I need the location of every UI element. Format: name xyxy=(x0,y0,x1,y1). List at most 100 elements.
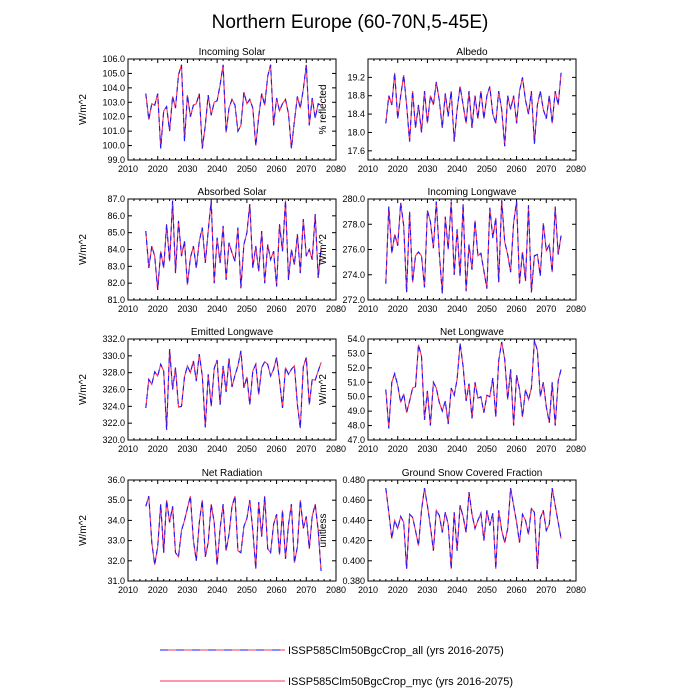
x-tick-label: 2050 xyxy=(477,444,497,454)
x-tick-label: 2040 xyxy=(207,304,227,314)
x-tick-label: 2080 xyxy=(566,585,586,595)
x-tick-label: 2060 xyxy=(507,444,527,454)
x-tick-label: 2060 xyxy=(507,585,527,595)
x-tick-label: 2010 xyxy=(358,585,378,595)
x-tick-label: 2080 xyxy=(326,444,346,454)
y-tick-label: 0.420 xyxy=(342,536,365,546)
y-tick-label: 330.0 xyxy=(102,351,125,361)
y-tick-label: 104.0 xyxy=(102,83,125,93)
x-tick-label: 2080 xyxy=(326,164,346,174)
y-tick-label: 36.0 xyxy=(107,475,125,485)
y-tick-label: 34.0 xyxy=(107,515,125,525)
y-tick-label: 324.0 xyxy=(102,401,125,411)
x-tick-label: 2070 xyxy=(296,164,316,174)
plot-frame xyxy=(367,338,577,441)
x-tick-label: 2060 xyxy=(267,444,287,454)
y-tick-label: 52.0 xyxy=(347,363,365,373)
y-tick-label: 48.0 xyxy=(347,421,365,431)
x-tick-label: 2080 xyxy=(566,164,586,174)
x-tick-label: 2060 xyxy=(267,304,287,314)
x-tick-label: 2040 xyxy=(207,164,227,174)
x-tick-label: 2010 xyxy=(118,304,138,314)
y-tick-label: 31.0 xyxy=(107,576,125,586)
panel-title: Ground Snow Covered Fraction xyxy=(402,468,543,479)
y-tick-label: 18.8 xyxy=(347,91,365,101)
x-tick-label: 2060 xyxy=(507,304,527,314)
x-tick-label: 2010 xyxy=(118,585,138,595)
y-tick-label: 19.2 xyxy=(347,72,365,82)
x-tick-label: 2020 xyxy=(388,164,408,174)
x-tick-label: 2020 xyxy=(148,444,168,454)
panels-group: Incoming Solar W/m^2 2010 2020 2030 2040 2050 2… xyxy=(78,47,586,595)
panel-title: Albedo xyxy=(456,47,488,58)
legend-label-all: ISSP585Clm50BgcCrop_all (yrs 2016-2075) xyxy=(288,645,504,657)
y-tick-label: 0.440 xyxy=(342,515,365,525)
series-line-all xyxy=(385,488,562,569)
x-tick-label: 2050 xyxy=(237,444,257,454)
x-tick-label: 2080 xyxy=(326,304,346,314)
y-tick-label: 100.0 xyxy=(102,141,125,151)
y-tick-label: 0.400 xyxy=(342,556,365,566)
panel-absorbed-solar: Absorbed Solar W/m^2 2010 2020 2030 2040 2050 2… xyxy=(78,187,346,314)
y-tick-label: 51.0 xyxy=(347,377,365,387)
x-tick-label: 2050 xyxy=(237,585,257,595)
y-tick-label: 274.0 xyxy=(342,270,365,280)
x-tick-label: 2070 xyxy=(296,585,316,595)
panel-emitted-longwave: Emitted Longwave W/m^2 2010 2020 2030 2040 205… xyxy=(78,327,346,454)
y-tick-label: 86.0 xyxy=(107,211,125,221)
x-tick-label: 2070 xyxy=(536,164,556,174)
y-tick-label: 50.0 xyxy=(347,392,365,402)
plot-frame xyxy=(367,58,577,161)
y-tick-label: 103.0 xyxy=(102,97,125,107)
x-tick-label: 2080 xyxy=(566,444,586,454)
plot-frame xyxy=(367,479,577,582)
x-tick-label: 2010 xyxy=(118,444,138,454)
series-line-all xyxy=(385,340,562,429)
y-tick-label: 85.0 xyxy=(107,228,125,238)
x-tick-label: 2060 xyxy=(507,164,527,174)
panel-albedo: Albedo % reflected 2010 2020 2030 2040 2050 206… xyxy=(318,47,586,174)
y-tick-label: 106.0 xyxy=(102,54,125,64)
x-tick-label: 2030 xyxy=(177,444,197,454)
y-axis-label: W/m^2 xyxy=(78,374,89,405)
x-tick-label: 2050 xyxy=(477,585,497,595)
series-line-all xyxy=(145,496,322,571)
x-tick-label: 2060 xyxy=(267,585,287,595)
y-tick-label: 0.480 xyxy=(342,475,365,485)
y-tick-label: 35.0 xyxy=(107,495,125,505)
figure-title: Northern Europe (60-70N,5-45E) xyxy=(212,12,489,33)
x-tick-label: 2030 xyxy=(417,164,437,174)
series-line-myc xyxy=(385,488,562,569)
y-tick-label: 276.0 xyxy=(342,245,365,255)
y-tick-label: 87.0 xyxy=(107,194,125,204)
y-axis-label: W/m^2 xyxy=(78,515,89,546)
panel-ground-snow-covered-fraction: Ground Snow Covered Fraction unitless 2010… xyxy=(318,468,586,595)
x-tick-label: 2020 xyxy=(388,585,408,595)
y-tick-label: 47.0 xyxy=(347,435,365,445)
x-tick-label: 2050 xyxy=(237,304,257,314)
x-tick-label: 2060 xyxy=(267,164,287,174)
series-line-all xyxy=(145,64,322,149)
y-axis-label: % reflected xyxy=(318,84,329,134)
y-tick-label: 332.0 xyxy=(102,334,125,344)
x-tick-label: 2030 xyxy=(417,304,437,314)
x-tick-label: 2010 xyxy=(358,304,378,314)
x-tick-label: 2070 xyxy=(296,444,316,454)
panel-incoming-solar: Incoming Solar W/m^2 2010 2020 2030 2040 2050 2… xyxy=(78,47,346,174)
y-axis-label: unitless xyxy=(318,514,329,548)
y-tick-label: 54.0 xyxy=(347,334,365,344)
x-tick-label: 2020 xyxy=(148,585,168,595)
y-tick-label: 32.0 xyxy=(107,556,125,566)
x-tick-label: 2050 xyxy=(477,164,497,174)
x-tick-label: 2030 xyxy=(177,585,197,595)
x-tick-label: 2020 xyxy=(388,444,408,454)
x-tick-label: 2010 xyxy=(358,444,378,454)
plot-frame xyxy=(127,479,337,582)
panel-title: Net Longwave xyxy=(440,327,504,338)
y-tick-label: 18.0 xyxy=(347,127,365,137)
series-line-myc xyxy=(145,200,322,290)
y-tick-label: 82.0 xyxy=(107,278,125,288)
series-line-myc xyxy=(385,340,562,429)
x-tick-label: 2080 xyxy=(326,585,346,595)
